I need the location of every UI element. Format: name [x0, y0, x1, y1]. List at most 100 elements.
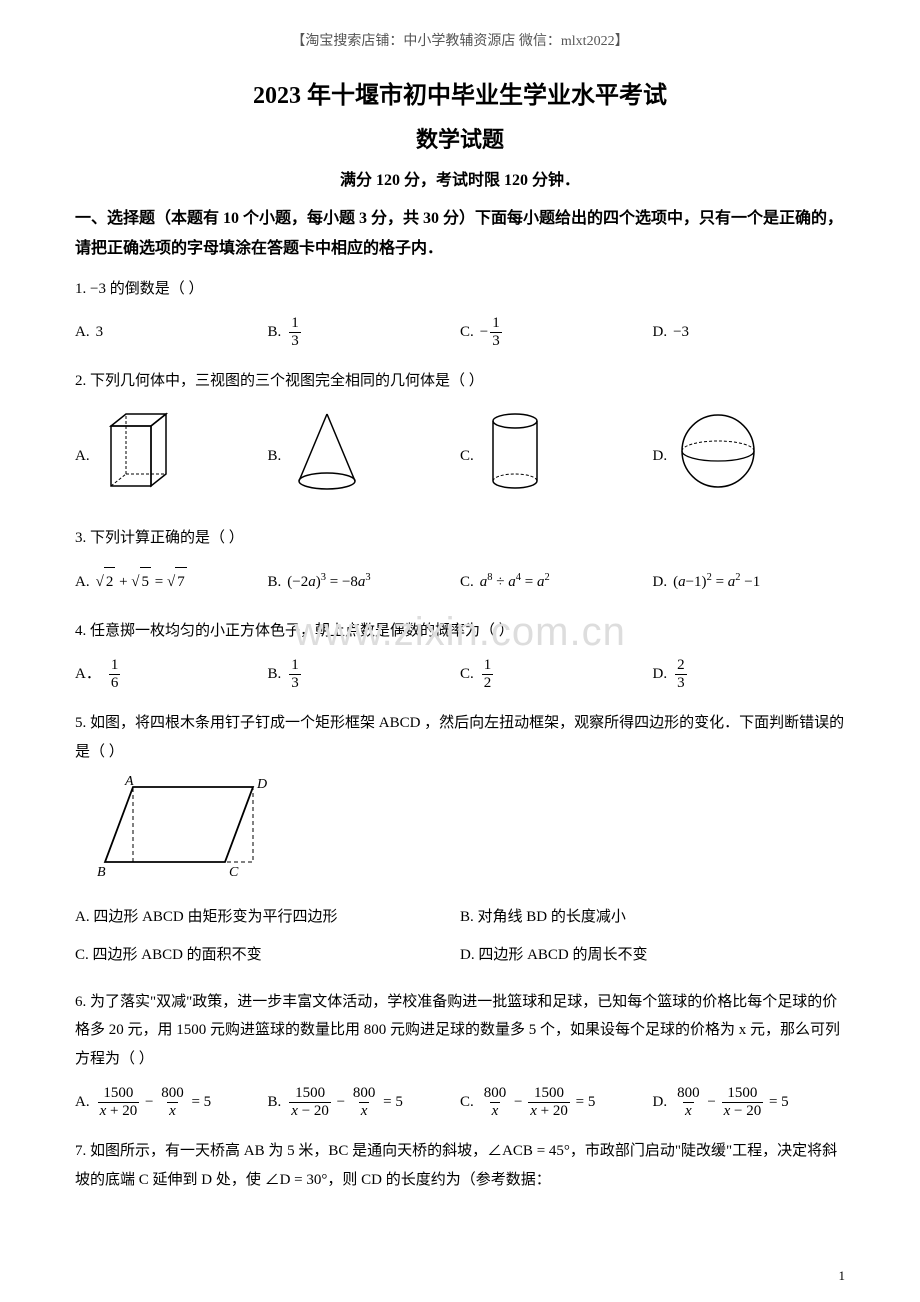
q2-opt-c: C.	[460, 406, 653, 507]
question-5: 5. 如图，将四根木条用钉子钉成一个矩形框架 ABCD ，然后向左扭动框架，观察…	[75, 709, 845, 980]
q6-a-eq: 1500x + 20 − 800x = 5	[96, 1086, 212, 1119]
frac-den: 3	[490, 332, 502, 349]
q3-options: A. 2 + 5 = 7 B. (−2a)3 = −8a3 C. a8 ÷ a4…	[75, 559, 845, 605]
opt-label: A.	[75, 318, 90, 347]
q3-stem: 3. 下列计算正确的是（ ）	[75, 524, 845, 553]
q2-stem: 2. 下列几何体中，三视图的三个视图完全相同的几何体是（ ）	[75, 367, 845, 396]
opt-label: B.	[268, 442, 282, 471]
opt-label: D.	[653, 442, 668, 471]
q3-c: a8 ÷ a4 = a2	[480, 568, 550, 597]
q2-opt-d: D.	[653, 406, 846, 507]
eq-rhs: = 5	[191, 1088, 211, 1117]
q5-opt-b: B. 对角线 BD 的长度减小	[460, 903, 845, 932]
q1-opt-a: A. 3	[75, 309, 268, 355]
frac-num: 1	[109, 658, 121, 674]
q3-opt-d: D. (a−1)2 = a2 −1	[653, 559, 846, 605]
q1-suffix: 的倒数是（ ）	[106, 281, 204, 297]
q5-options: A. 四边形 ABCD 由矩形变为平行四边形 B. 对角线 BD 的长度减小 C…	[75, 903, 845, 980]
svg-text:A: A	[124, 774, 134, 789]
cylinder-icon	[480, 406, 550, 507]
opt-label: D.	[653, 318, 668, 347]
question-1: 1. −3 的倒数是（ ） A. 3 B. 1 3 C. − 1 3 D.	[75, 275, 845, 356]
question-4: 4. 任意掷一枚均匀的小正方体色子，朝上点数是偶数的概率为（ ） A． 1 6 …	[75, 617, 845, 698]
eq-rhs: = 5	[769, 1088, 789, 1117]
q7-stem: 7. 如图所示，有一天桥高 AB 为 5 米，BC 是通向天桥的斜坡，∠ACB …	[75, 1137, 845, 1194]
eq-rhs: = 5	[576, 1088, 596, 1117]
q3-opt-c: C. a8 ÷ a4 = a2	[460, 559, 653, 605]
svg-text:B: B	[97, 865, 106, 880]
q1-opt-c: C. − 1 3	[460, 309, 653, 355]
opt-label: B.	[268, 1088, 282, 1117]
opt-label: C.	[460, 318, 474, 347]
q1-math: −3	[90, 281, 106, 297]
q3-a: 2 + 5 = 7	[96, 567, 187, 597]
q4-a-frac: 1 6	[109, 658, 121, 691]
q5-opt-d: D. 四边形 ABCD 的周长不变	[460, 941, 845, 970]
frac-num: 1500	[532, 1086, 566, 1102]
q1-opt-d: D. −3	[653, 309, 846, 355]
sphere-icon	[673, 406, 763, 507]
q6-d-eq: 800x − 1500x − 20 = 5	[673, 1086, 789, 1119]
header-note: 【淘宝搜索店铺：中小学教辅资源店 微信：mlxt2022】	[75, 30, 845, 50]
frac-num: 1	[482, 658, 494, 674]
q4-opt-c: C. 1 2	[460, 651, 653, 697]
question-2: 2. 下列几何体中，三视图的三个视图完全相同的几何体是（ ） A. B.	[75, 367, 845, 506]
eq-rhs: = 5	[383, 1088, 403, 1117]
opt-label: C.	[460, 1088, 474, 1117]
frac-num: 800	[159, 1086, 186, 1102]
opt-label: D.	[653, 1088, 668, 1117]
q1-c-frac: − 1 3	[480, 316, 504, 349]
q3-b: (−2a)3 = −8a3	[287, 568, 370, 597]
q6-options: A. 1500x + 20 − 800x = 5 B. 1500x − 20 −…	[75, 1079, 845, 1125]
opt-label: B.	[268, 568, 282, 597]
opt-label: C.	[460, 442, 474, 471]
q5-opt-c: C. 四边形 ABCD 的面积不变	[75, 941, 460, 970]
q4-stem: 4. 任意掷一枚均匀的小正方体色子，朝上点数是偶数的概率为（ ）	[75, 617, 845, 646]
svg-text:C: C	[229, 865, 239, 880]
q6-stem: 6. 为了落实"双减"政策，进一步丰富文体活动，学校准备购进一批篮球和足球，已知…	[75, 988, 845, 1074]
q3-d: (a−1)2 = a2 −1	[673, 568, 760, 597]
opt-label: A.	[75, 568, 90, 597]
frac-num: 1500	[725, 1086, 759, 1102]
q6-opt-d: D. 800x − 1500x − 20 = 5	[653, 1079, 846, 1125]
frac-num: 1500	[101, 1086, 135, 1102]
frac-num: 1	[490, 316, 502, 332]
q4-opt-d: D. 2 3	[653, 651, 846, 697]
q5-figure: A D B C	[85, 772, 845, 893]
q4-b-frac: 1 3	[289, 658, 301, 691]
question-3: 3. 下列计算正确的是（ ） A. 2 + 5 = 7 B. (−2a)3 = …	[75, 524, 845, 605]
q2-opt-a: A.	[75, 406, 268, 507]
page-number: 1	[839, 1268, 846, 1284]
opt-label: A．	[75, 660, 101, 689]
q4-d-frac: 2 3	[675, 658, 687, 691]
q4-c-frac: 1 2	[482, 658, 494, 691]
frac-num: 800	[675, 1086, 702, 1102]
q3-opt-a: A. 2 + 5 = 7	[75, 559, 268, 605]
frac-den: 3	[289, 674, 301, 691]
frac-num: 1500	[293, 1086, 327, 1102]
q4-opt-a: A． 1 6	[75, 651, 268, 697]
q1-b-frac: 1 3	[289, 316, 301, 349]
frac-den: 3	[675, 674, 687, 691]
q4-opt-b: B. 1 3	[268, 651, 461, 697]
q1-d-val: −3	[673, 318, 689, 347]
section-1-heading: 一、选择题（本题有 10 个小题，每小题 3 分，共 30 分）下面每小题给出的…	[75, 204, 845, 265]
q1-stem: 1. −3 的倒数是（ ）	[75, 275, 845, 304]
doc-title-1: 2023 年十堰市初中毕业生学业水平考试	[75, 75, 845, 110]
svg-text:D: D	[256, 777, 267, 792]
q5-opt-a: A. 四边形 ABCD 由矩形变为平行四边形	[75, 903, 460, 932]
q5-stem: 5. 如图，将四根木条用钉子钉成一个矩形框架 ABCD ，然后向左扭动框架，观察…	[75, 709, 845, 766]
opt-label: A.	[75, 442, 90, 471]
q6-b-eq: 1500x − 20 − 800x = 5	[287, 1086, 403, 1119]
opt-label: D.	[653, 660, 668, 689]
cuboid-icon	[96, 406, 176, 507]
opt-label: C.	[460, 568, 474, 597]
frac-den: 3	[289, 332, 301, 349]
q4-options: A． 1 6 B. 1 3 C. 1 2 D. 2 3	[75, 651, 845, 697]
q1-options: A. 3 B. 1 3 C. − 1 3 D. −3	[75, 309, 845, 355]
q6-c-eq: 800x − 1500x + 20 = 5	[480, 1086, 596, 1119]
q1-opt-b: B. 1 3	[268, 309, 461, 355]
opt-label: D.	[653, 568, 668, 597]
doc-title-2: 数学试题	[75, 122, 845, 154]
question-6: 6. 为了落实"双减"政策，进一步丰富文体活动，学校准备购进一批篮球和足球，已知…	[75, 988, 845, 1126]
